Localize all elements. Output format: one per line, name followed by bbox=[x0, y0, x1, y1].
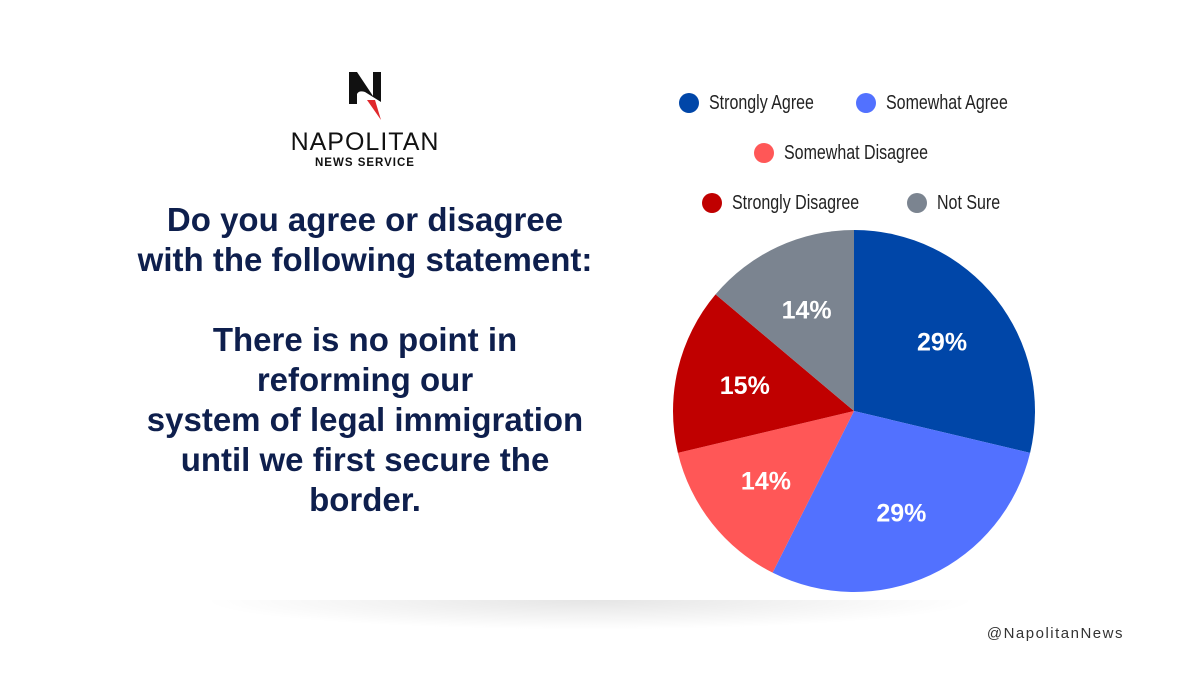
social-handle: @NapolitanNews bbox=[986, 625, 1124, 642]
legend-item-strongly-agree: Strongly Agree bbox=[679, 92, 822, 115]
legend-item-somewhat-disagree: Somewhat Disagree bbox=[753, 141, 946, 165]
statement-line: reforming our bbox=[256, 361, 474, 398]
napolitan-logo: NAPOLITAN NEWS SERVICE bbox=[280, 70, 450, 169]
statement-line: border. bbox=[309, 481, 421, 518]
pie-slice-somewhat-agree bbox=[772, 411, 1031, 592]
pie-slice-strongly-agree bbox=[854, 230, 1035, 453]
legend-label: Somewhat Disagree bbox=[783, 141, 929, 164]
logo-n-icon bbox=[349, 72, 381, 120]
pie-slice-somewhat-disagree bbox=[677, 411, 854, 573]
legend-swatch bbox=[856, 93, 877, 113]
pie-slice-not-sure bbox=[715, 230, 854, 411]
data-label-somewhat-disagree: 14% bbox=[741, 468, 791, 496]
logo-subtitle: NEWS SERVICE bbox=[315, 157, 415, 169]
legend-swatch bbox=[907, 193, 928, 213]
logo-brand: NAPOLITAN bbox=[290, 128, 440, 156]
data-label-strongly-agree: 29% bbox=[917, 328, 967, 356]
chart-legend: Strongly Agree Somewhat Agree Somewhat D… bbox=[660, 78, 1040, 228]
pie-slice-strongly-disagree bbox=[673, 294, 854, 453]
card-shadow bbox=[200, 600, 980, 630]
legend-label: Somewhat Agree bbox=[886, 91, 1009, 114]
data-label-strongly-disagree: 15% bbox=[720, 372, 770, 400]
legend-item-strongly-disagree: Strongly Disagree bbox=[702, 192, 873, 215]
legend-label: Strongly Agree bbox=[709, 91, 815, 114]
statement-line: until we first secure the bbox=[180, 441, 550, 478]
legend-swatch bbox=[679, 93, 700, 113]
legend-swatch bbox=[753, 143, 774, 163]
legend-label: Not Sure bbox=[937, 191, 1001, 214]
legend-item-somewhat-agree: Somewhat Agree bbox=[856, 92, 1020, 115]
data-label-not-sure: 14% bbox=[782, 296, 832, 324]
data-label-somewhat-agree: 29% bbox=[876, 500, 926, 528]
legend-label: Strongly Disagree bbox=[732, 191, 860, 214]
statement-line: system of legal immigration bbox=[146, 401, 584, 438]
legend-swatch bbox=[702, 193, 723, 213]
question-line: with the following statement: bbox=[137, 241, 593, 278]
question-line: Do you agree or disagree bbox=[166, 201, 564, 238]
statement-line: There is no point in bbox=[212, 321, 518, 358]
question-text: Do you agree or disagree with the follow… bbox=[100, 200, 630, 520]
legend-item-not-sure: Not Sure bbox=[907, 191, 1001, 215]
